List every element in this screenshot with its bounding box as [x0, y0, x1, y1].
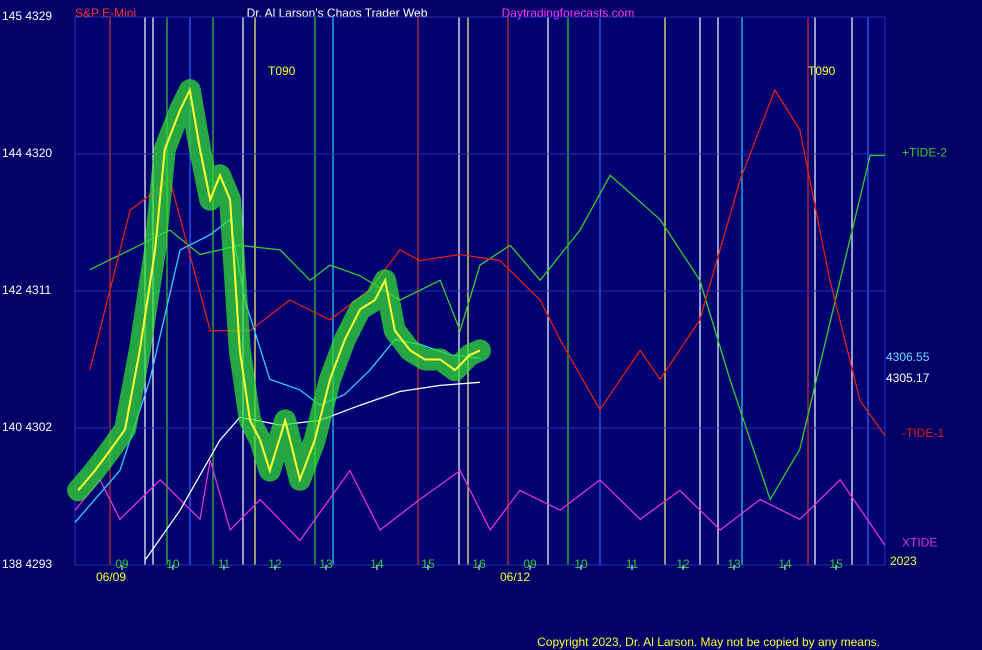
series-label: -TIDE-1	[902, 426, 944, 440]
site: Daytradingforecasts.com	[502, 6, 635, 20]
y-tick-label: 144 4320	[2, 146, 52, 160]
x-tick-label: 15	[829, 557, 843, 571]
year-label: 2023	[890, 554, 917, 568]
annotation: T090	[268, 64, 296, 78]
x-tick-label: 14	[370, 557, 384, 571]
series-line	[74, 459, 886, 546]
date-label: 06/09	[96, 570, 126, 584]
chart-title: Dr. Al Larson's Chaos Trader Web	[247, 6, 428, 20]
x-tick-label: 10	[574, 557, 588, 571]
series-label: +TIDE-2	[902, 146, 947, 160]
y-tick-label: 138 4293	[2, 557, 52, 571]
x-tick-label: 14	[778, 557, 792, 571]
x-tick-label: 15	[421, 557, 435, 571]
x-tick-label: 12	[676, 557, 690, 571]
x-tick-label: 09	[115, 557, 129, 571]
date-label: 06/12	[500, 570, 530, 584]
x-tick-label: 16	[472, 557, 486, 571]
y-tick-label: 142 4311	[2, 283, 51, 297]
x-tick-label: 11	[218, 557, 231, 571]
x-tick-label: 13	[319, 557, 333, 571]
x-tick-label: 09	[523, 557, 537, 571]
symbol: S&P E-Mini	[75, 6, 136, 20]
x-tick-label: 10	[166, 557, 180, 571]
y-tick-label: 145 4329	[2, 9, 52, 23]
price-label: 4306.55	[886, 350, 930, 364]
x-tick-label: 11	[626, 557, 639, 571]
copyright: Copyright 2023, Dr. Al Larson. May not b…	[537, 635, 880, 649]
price-label: 4305.17	[886, 371, 930, 385]
annotation: T090	[808, 64, 836, 78]
y-tick-label: 140 4302	[2, 420, 52, 434]
x-tick-label: 13	[727, 557, 741, 571]
series-label: XTIDE	[902, 535, 937, 549]
series-line	[144, 381, 481, 561]
x-tick-label: 12	[268, 557, 282, 571]
series-line	[77, 86, 481, 492]
